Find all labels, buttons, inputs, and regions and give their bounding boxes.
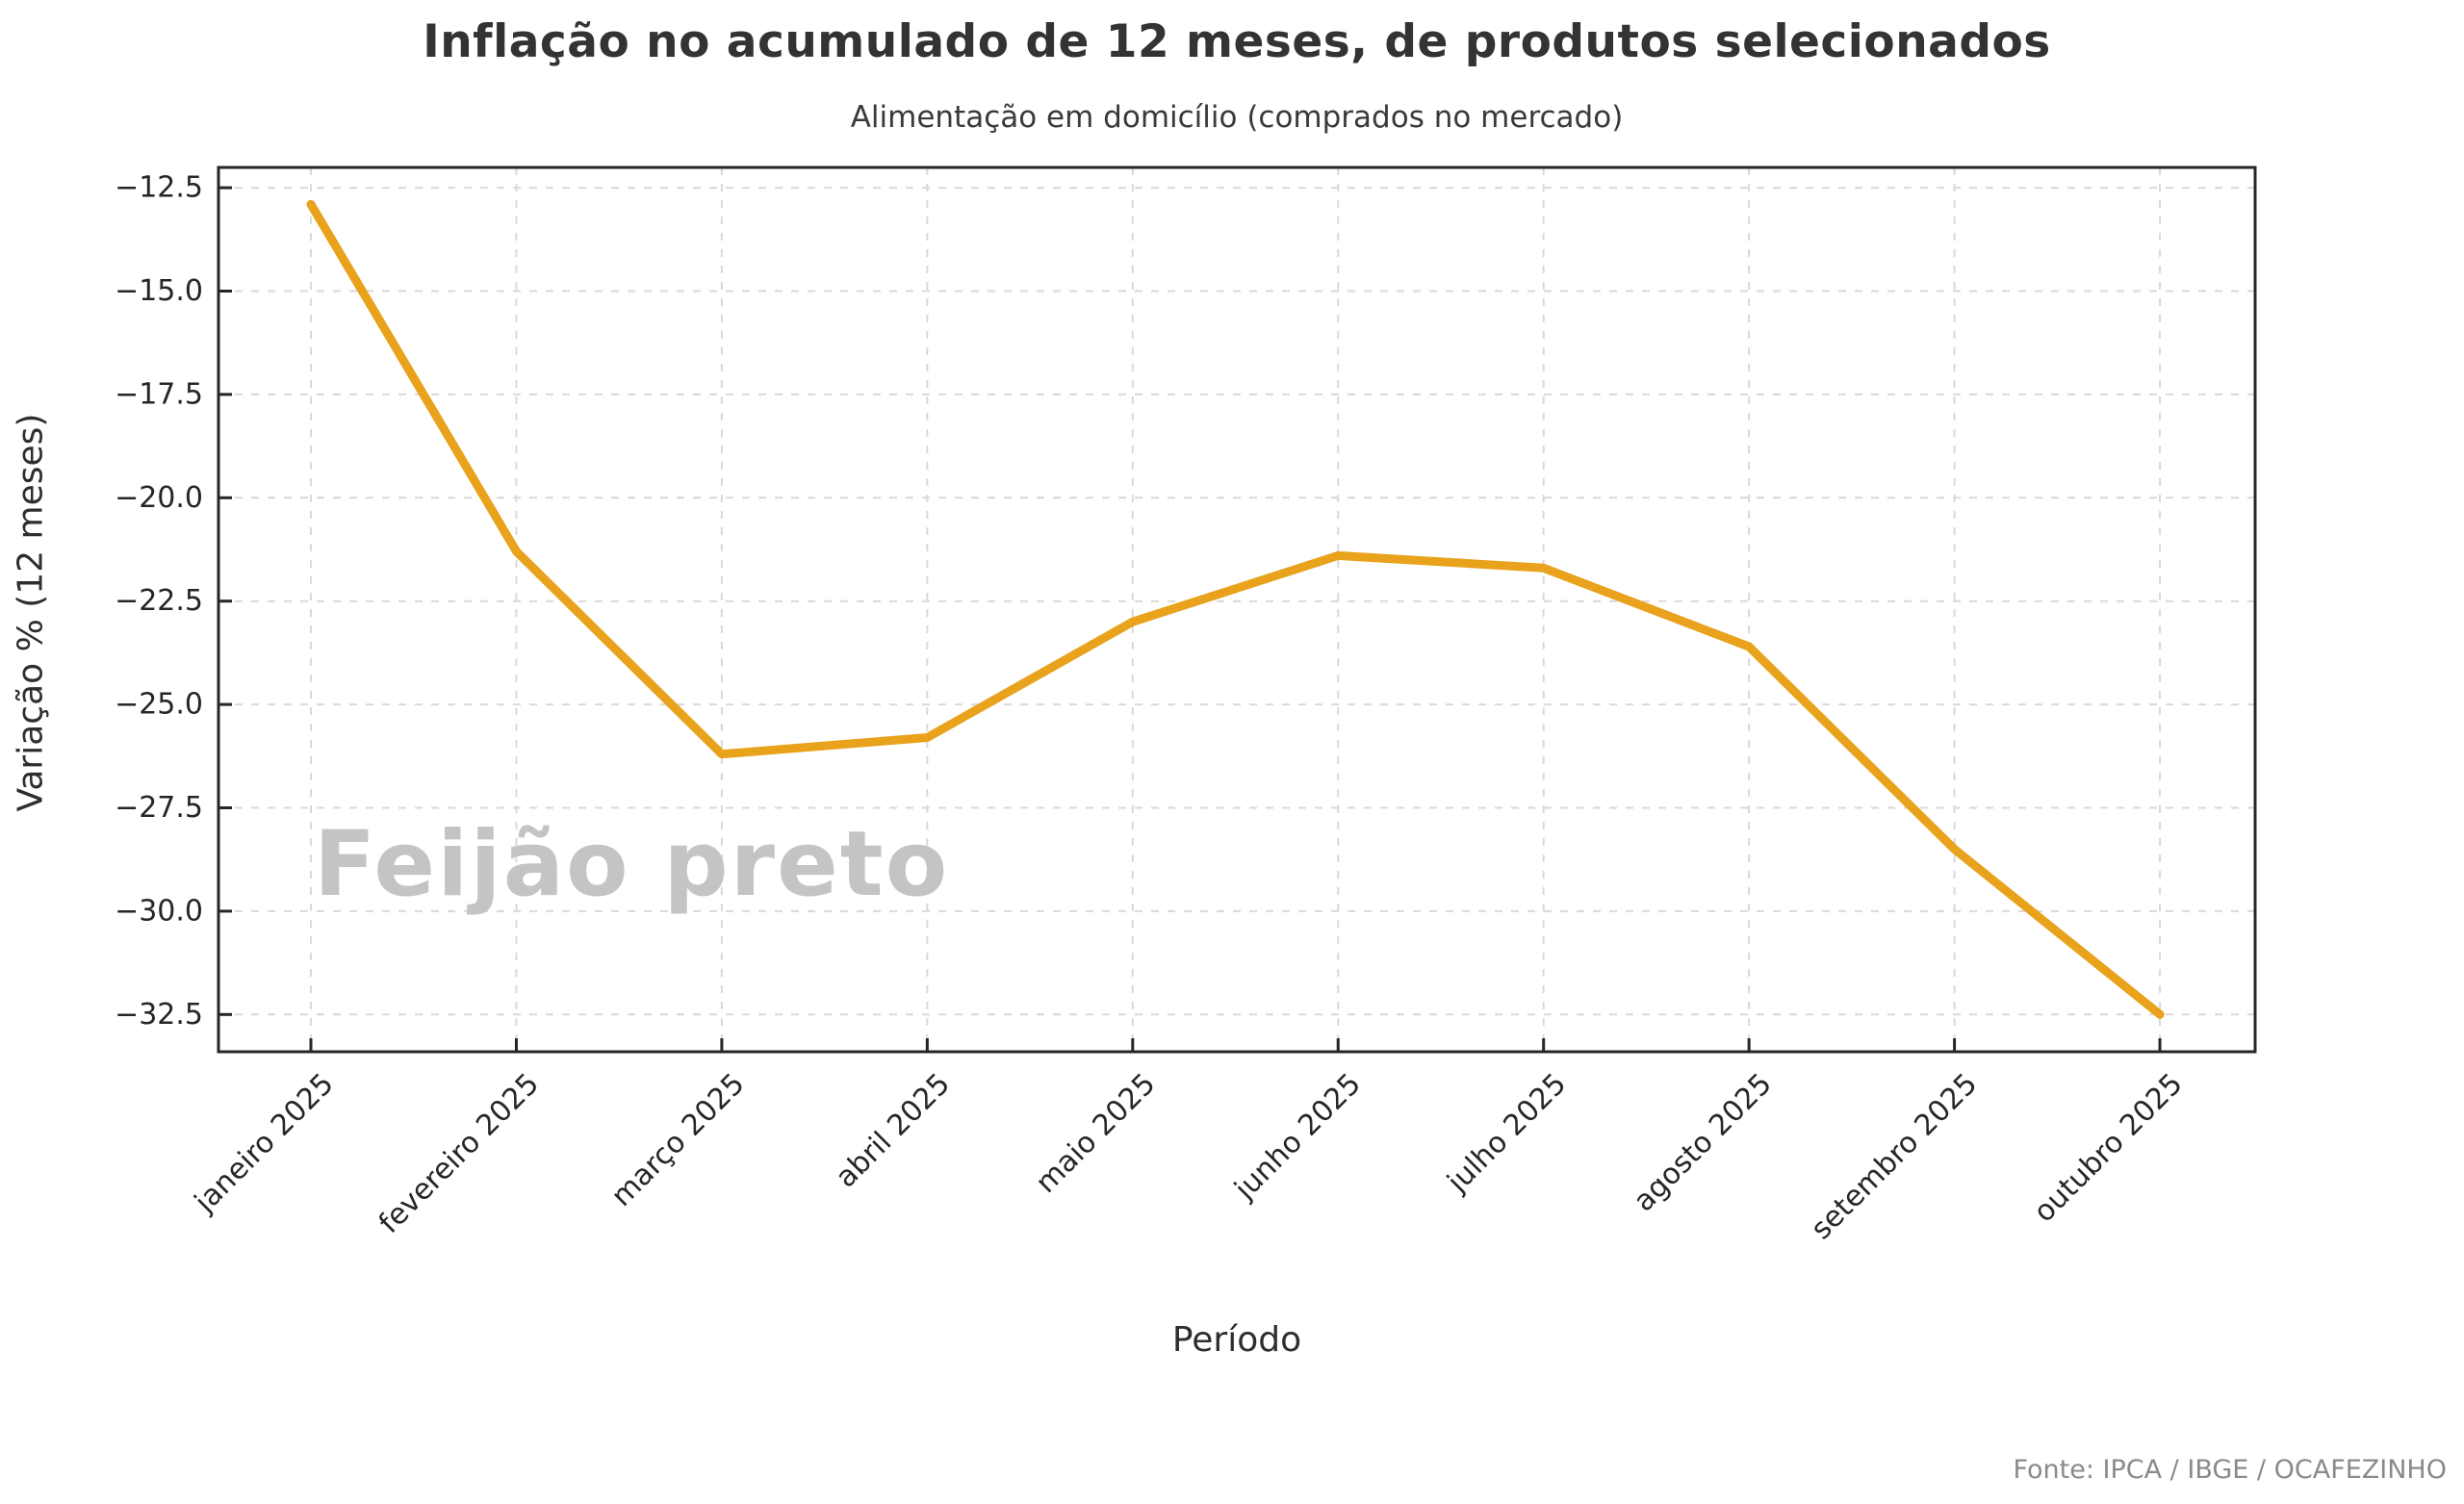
y-tick-label: −22.5 [115,584,203,618]
x-axis-label: Período [1171,1320,1302,1360]
x-tick-label: maio 2025 [1029,1067,1162,1200]
x-tick-label: janeiro 2025 [188,1067,341,1220]
data-line [306,199,2165,1019]
axis-tick-labels: −12.5 −15.0 −17.5 −20.0 −22.5 −25.0 −27.5 −30.0… [115,171,2190,1247]
source-credit: Fonte: IPCA / IBGE / OCAFEZINHO [2013,1455,2447,1485]
x-tick-label: outubro 2025 [2027,1067,2189,1229]
y-tick-label: −17.5 [115,377,203,411]
y-tick-label: −25.0 [115,688,203,722]
chart-subtitle: Alimentação em domicílio (comprados no m… [850,100,1624,135]
y-axis-label: Variação % (12 meses) [11,413,51,812]
y-tick-label: −20.0 [115,481,203,515]
y-tick-label: −27.5 [115,791,203,825]
y-tick-label: −12.5 [115,171,203,205]
y-tick-label: −30.0 [115,894,203,928]
gridlines [218,167,2255,1052]
watermark: Feijão preto [314,812,950,917]
axes-spines [217,166,2257,1054]
x-tick-label: agosto 2025 [1628,1067,1779,1218]
x-tick-label: fevereiro 2025 [372,1067,546,1240]
axes-frame [217,166,2257,1054]
x-tick-label: abril 2025 [830,1067,957,1194]
x-tick-label: julho 2025 [1440,1067,1573,1200]
x-tick-label: junho 2025 [1227,1067,1367,1207]
y-tick-label: −32.5 [115,998,203,1032]
x-tick-label: março 2025 [604,1067,751,1213]
x-tick-label: setembro 2025 [1805,1067,1984,1246]
y-tick-label: −15.0 [115,274,203,308]
data-series [306,199,2165,1019]
axis-ticks [218,186,2162,1052]
chart-title: Inflação no acumulado de 12 meses, de pr… [423,15,2051,68]
